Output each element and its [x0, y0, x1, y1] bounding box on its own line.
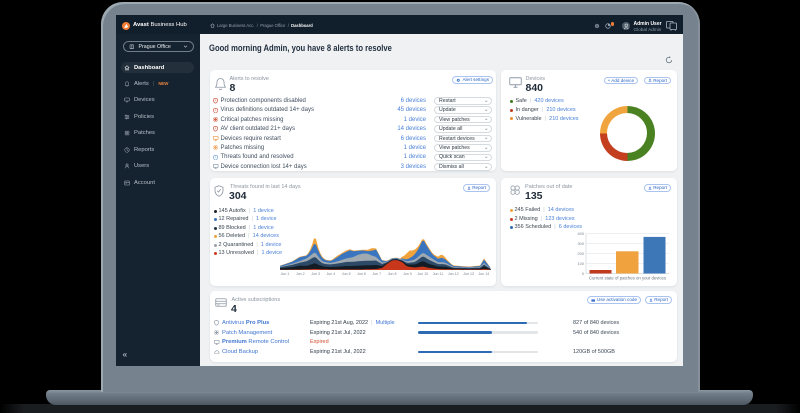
svg-text:Jun 11: Jun 11	[433, 272, 444, 276]
svg-text:Jun 10: Jun 10	[417, 272, 428, 276]
svg-text:300: 300	[578, 241, 585, 246]
svg-text:Jun 2: Jun 2	[296, 272, 305, 276]
svg-text:Jun 6: Jun 6	[357, 272, 366, 276]
svg-text:Jun 4: Jun 4	[327, 272, 336, 276]
svg-text:Jun 3: Jun 3	[311, 272, 320, 276]
svg-text:Jun 12: Jun 12	[448, 272, 459, 276]
svg-text:0: 0	[582, 271, 585, 276]
svg-text:Jun 13: Jun 13	[463, 272, 474, 276]
svg-text:Jun 7: Jun 7	[372, 272, 381, 276]
svg-text:Jun 9: Jun 9	[403, 272, 412, 276]
svg-text:Current state of patches on yo: Current state of patches on your devices	[589, 276, 666, 281]
svg-text:100: 100	[578, 261, 585, 266]
svg-text:Jun 1: Jun 1	[281, 272, 290, 276]
svg-text:200: 200	[578, 251, 585, 256]
svg-text:Jun 8: Jun 8	[388, 272, 397, 276]
svg-text:Jun 5: Jun 5	[342, 272, 351, 276]
svg-text:400: 400	[578, 231, 585, 236]
svg-text:Jun 14: Jun 14	[479, 272, 490, 276]
